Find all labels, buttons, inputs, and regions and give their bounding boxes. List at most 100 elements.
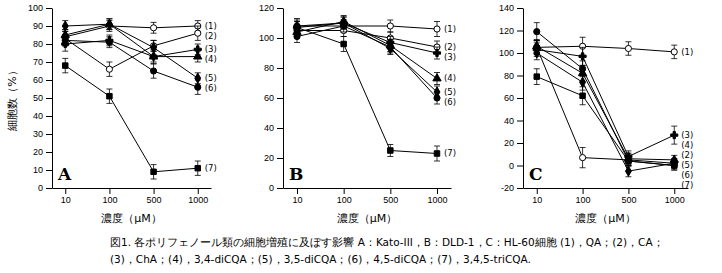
marker — [106, 19, 112, 29]
x-tick: 1000 — [665, 188, 685, 205]
error-bar-cap — [341, 32, 347, 33]
error-bar-cap — [625, 41, 631, 42]
error-bar-cap — [434, 161, 440, 162]
x-tick: 500 — [383, 188, 398, 205]
x-axis-title: 濃度（μM） — [575, 212, 636, 225]
y-axis-line — [283, 9, 284, 189]
y-tick: 50 — [33, 93, 52, 103]
series-label: (3) — [681, 130, 693, 140]
series-line — [65, 24, 198, 78]
series-label: (1) — [444, 24, 456, 34]
y-tick-mark — [277, 8, 283, 9]
error-bar-cap — [434, 47, 440, 48]
y-tick: 40 — [504, 116, 523, 126]
y-tick: 40 — [33, 111, 52, 121]
series-line — [65, 26, 198, 37]
series-line — [65, 33, 198, 69]
y-tick-mark — [517, 143, 523, 144]
error-bar-cap — [151, 164, 157, 165]
error-bar-cap — [625, 165, 631, 166]
caption: 図1. 各ポリフェノール類の細胞増殖に及ぼす影響 A：Kato-III，B：DL… — [110, 236, 664, 249]
error-bar-cap — [106, 31, 112, 32]
x-axis-title: 濃度（μM） — [337, 212, 398, 225]
marker — [151, 169, 156, 174]
error-bar — [580, 87, 586, 105]
error-bar-cap — [151, 179, 157, 180]
error-bar-cap — [341, 36, 347, 37]
series-label: (7) — [444, 148, 456, 158]
y-tick-mark — [46, 8, 52, 9]
series-line — [65, 66, 198, 172]
series-line — [297, 23, 437, 92]
error-bar — [580, 61, 586, 77]
y-axis: 020406080100120 — [259, 3, 284, 193]
error-bar-cap — [195, 161, 201, 162]
y-tick-label: 0 — [269, 183, 274, 193]
error-bar-cap — [294, 18, 300, 19]
error-bar — [62, 35, 68, 46]
error-bar-cap — [106, 103, 112, 104]
series-label: (1) — [205, 21, 217, 31]
marker — [433, 74, 441, 81]
error-bar — [387, 20, 393, 32]
x-tick-label: 1000 — [427, 195, 447, 205]
error-bar-cap — [434, 59, 440, 60]
error-bar-cap — [434, 104, 440, 105]
error-bar-cap — [106, 35, 112, 36]
y-tick: 100 — [499, 48, 523, 58]
series-line — [537, 53, 675, 171]
x-tick-mark — [297, 188, 298, 194]
error-bar-cap — [341, 51, 347, 52]
marker — [671, 132, 678, 139]
marker — [534, 74, 539, 79]
error-bar-cap — [151, 40, 157, 41]
series-line — [65, 24, 198, 56]
error-bar-cap — [387, 32, 393, 33]
error-bar — [195, 26, 201, 40]
y-tick: 100 — [259, 33, 283, 43]
error-bar — [341, 20, 347, 32]
error-bar-cap — [387, 41, 393, 42]
error-bar — [294, 22, 300, 34]
y-tick-mark — [517, 53, 523, 54]
x-tick-label: 1000 — [188, 195, 208, 205]
x-tick-label: 10 — [61, 195, 71, 205]
error-bar-cap — [195, 94, 201, 95]
error-bar-cap — [387, 32, 393, 33]
x-axis: 101005001000 — [53, 188, 212, 205]
plot-marks — [61, 19, 202, 179]
y-tick-mark — [517, 98, 523, 99]
y-tick: 120 — [259, 3, 283, 13]
error-bar-cap — [341, 20, 347, 21]
series-label: (4) — [444, 73, 456, 83]
x-tick-label: 10 — [532, 195, 542, 205]
marker — [107, 93, 112, 98]
error-bar-cap — [151, 78, 157, 79]
y-tick: 80 — [264, 63, 283, 73]
x-tick-mark — [674, 188, 675, 194]
panel-title: C — [529, 164, 543, 184]
error-bar-cap — [151, 63, 157, 64]
y-tick: 80 — [33, 39, 52, 49]
series-line — [297, 28, 437, 154]
error-bar-cap — [434, 146, 440, 147]
x-tick: 500 — [147, 188, 162, 205]
series-label: (3) — [444, 52, 456, 62]
series-line — [65, 40, 198, 56]
error-bar-cap — [62, 72, 68, 73]
error-bar-cap — [151, 54, 157, 55]
figure: 0102030405060708090100101005001000濃度（μM）… — [0, 0, 722, 273]
error-bar-cap — [434, 92, 440, 93]
x-tick-label: 500 — [621, 195, 636, 205]
x-tick: 10 — [532, 188, 542, 205]
y-tick-mark — [46, 80, 52, 81]
marker — [62, 21, 68, 31]
marker — [387, 44, 393, 50]
error-bar — [671, 159, 677, 168]
x-tick: 500 — [621, 188, 636, 205]
error-bar — [625, 157, 631, 166]
marker — [433, 49, 440, 56]
y-tick-mark — [277, 158, 283, 159]
marker — [150, 25, 156, 31]
marker — [294, 25, 299, 30]
